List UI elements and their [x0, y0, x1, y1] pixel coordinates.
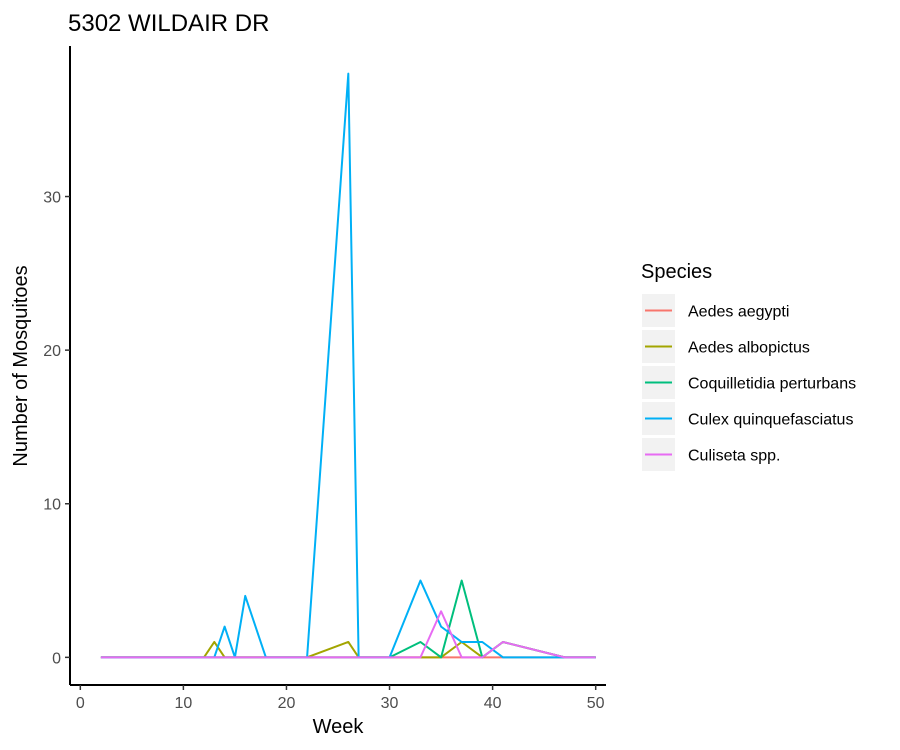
y-axis-title: Number of Mosquitoes	[10, 265, 32, 466]
x-axis: 0 10 20 30 40 50	[70, 684, 606, 712]
legend-item: Culiseta spp.	[642, 438, 781, 471]
legend-label: Coquilletidia perturbans	[688, 376, 856, 393]
legend-label: Culex quinquefasciatus	[688, 412, 853, 429]
series-line-4	[100, 610, 596, 659]
series-line-3	[100, 72, 596, 659]
legend: Species Aedes aegypti Aedes albopictus Coq…	[641, 261, 856, 471]
legend-item: Aedes albopictus	[642, 330, 810, 363]
x-tick-label: 10	[174, 695, 192, 712]
x-tick-label: 50	[587, 695, 605, 712]
legend-items: Aedes aegypti Aedes albopictus Coquilletid…	[642, 294, 856, 471]
series-lines	[100, 72, 596, 659]
x-tick-label: 40	[484, 695, 502, 712]
legend-item: Coquilletidia perturbans	[642, 366, 856, 399]
y-axis: 0 10 20 30	[43, 46, 71, 685]
legend-label: Aedes aegypti	[688, 304, 789, 321]
x-tick-label: 30	[381, 695, 399, 712]
x-tick-label: 0	[76, 695, 85, 712]
legend-title: Species	[641, 261, 712, 283]
legend-item: Culex quinquefasciatus	[642, 402, 853, 435]
y-tick-label: 0	[52, 650, 61, 667]
y-tick-label: 30	[43, 190, 61, 207]
legend-item: Aedes aegypti	[642, 294, 789, 327]
y-tick-label: 20	[43, 343, 61, 360]
y-tick-label: 10	[43, 497, 61, 514]
x-axis-title: Week	[313, 716, 365, 738]
chart-title: 5302 WILDAIR DR	[68, 10, 269, 37]
series-line-1	[100, 640, 596, 659]
legend-label: Aedes albopictus	[688, 340, 810, 357]
legend-label: Culiseta spp.	[688, 448, 781, 465]
x-tick-label: 20	[278, 695, 296, 712]
